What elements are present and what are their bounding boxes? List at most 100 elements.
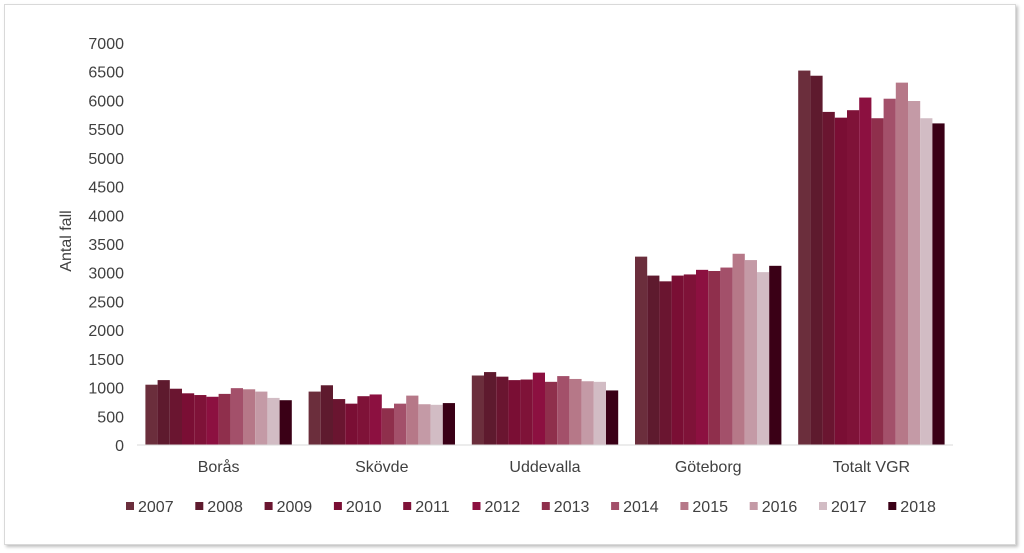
bar-2013-2 — [545, 381, 558, 445]
bar-2016-4 — [908, 101, 921, 445]
y-tick-label: 3000 — [88, 266, 124, 283]
legend-swatch — [749, 502, 758, 510]
bar-2010-2 — [508, 380, 521, 445]
legend-label: 2011 — [415, 499, 450, 516]
bar-2015-0 — [243, 389, 256, 445]
y-tick-label: 5000 — [88, 151, 124, 168]
bar-2009-2 — [496, 376, 509, 445]
bar-2010-3 — [671, 275, 684, 445]
bar-2014-2 — [557, 376, 570, 445]
legend-label: 2012 — [485, 499, 521, 516]
legend-swatch — [541, 502, 550, 510]
legend-swatch — [126, 502, 134, 510]
bar-2007-0 — [145, 384, 158, 445]
x-category-label: Borås — [198, 458, 240, 476]
bar-2011-3 — [683, 274, 696, 445]
bar-2010-4 — [834, 117, 847, 445]
bar-2007-2 — [471, 375, 484, 445]
bar-2012-0 — [206, 396, 219, 445]
bar-2018-2 — [606, 390, 619, 445]
y-tick-label: 4500 — [88, 180, 124, 197]
bar-2012-4 — [859, 97, 872, 445]
bar-2008-2 — [484, 372, 497, 445]
bar-2012-1 — [369, 394, 382, 445]
bar-chart: 0 500 1000 1500 2000 2500 3000 3500 4000 4500 5000… — [58, 36, 953, 516]
legend-swatch — [611, 502, 620, 510]
x-category-label: Uddevalla — [509, 459, 580, 476]
legend-swatch — [888, 502, 897, 510]
legend-label: 2009 — [277, 499, 313, 516]
legend-swatch — [680, 502, 689, 510]
bar-2012-2 — [532, 372, 545, 445]
legend-swatch — [333, 502, 342, 510]
bar-2012-3 — [696, 269, 709, 445]
bar-2011-2 — [520, 379, 533, 445]
bars — [145, 70, 945, 446]
bar-2015-1 — [406, 395, 419, 445]
bar-2013-3 — [708, 270, 721, 445]
bar-2015-3 — [732, 253, 745, 445]
bar-2008-4 — [810, 75, 823, 445]
x-category-label: Totalt VGR — [833, 459, 910, 476]
legend-swatch — [819, 502, 827, 510]
legend-label: 2014 — [623, 499, 659, 516]
y-tick-label: 5500 — [88, 122, 124, 139]
y-tick-label: 0 — [115, 438, 124, 455]
chart-frame: 0 500 1000 1500 2000 2500 3000 3500 4000 4500 5000… — [4, 4, 1016, 545]
bar-2014-1 — [394, 403, 407, 445]
legend-swatch — [195, 502, 204, 510]
y-tick-label: 7000 — [88, 36, 124, 53]
bar-2008-3 — [647, 275, 660, 445]
bar-2016-1 — [418, 404, 431, 445]
bar-2017-0 — [267, 397, 280, 445]
bar-2010-0 — [182, 393, 195, 445]
bar-2018-3 — [769, 265, 782, 445]
bar-2013-0 — [218, 393, 231, 445]
bar-2016-3 — [744, 260, 757, 445]
y-axis-title: Antal fall — [58, 210, 75, 271]
bar-2018-0 — [279, 400, 292, 445]
bar-2007-3 — [635, 256, 648, 445]
legend-label: 2010 — [346, 499, 382, 516]
bar-2011-1 — [357, 396, 370, 445]
legend: 2007 2008 2009 2010 2011 2012 2013 2014 2015 2016… — [126, 499, 936, 516]
bar-2016-2 — [581, 381, 594, 445]
y-tick-label: 1000 — [88, 381, 124, 398]
bar-2009-0 — [169, 388, 182, 445]
legend-label: 2008 — [207, 499, 243, 516]
bar-2013-4 — [871, 118, 884, 445]
legend-swatch — [264, 502, 273, 510]
legend-label: 2015 — [692, 499, 728, 516]
bar-2014-3 — [720, 267, 733, 445]
bar-2009-3 — [659, 281, 672, 445]
legend-label: 2017 — [831, 499, 867, 516]
bar-2014-0 — [230, 388, 243, 445]
bar-2009-4 — [822, 111, 835, 445]
x-category-label: Göteborg — [675, 459, 742, 476]
y-axis-ticks: 0 500 1000 1500 2000 2500 3000 3500 4000 4500 5000… — [88, 36, 124, 455]
bar-2017-2 — [593, 381, 606, 445]
bar-2018-1 — [442, 403, 455, 445]
legend-label: 2016 — [762, 499, 798, 516]
bar-2017-4 — [920, 118, 933, 445]
bar-2013-1 — [381, 408, 394, 445]
bar-2017-1 — [430, 404, 443, 445]
bar-2010-1 — [345, 403, 358, 445]
bar-2016-0 — [255, 391, 268, 445]
legend-swatch — [403, 502, 412, 510]
legend-label: 2007 — [138, 499, 174, 516]
bar-2009-1 — [333, 399, 346, 445]
y-tick-label: 500 — [97, 409, 124, 426]
y-tick-label: 1500 — [88, 352, 124, 369]
bar-2007-4 — [798, 70, 811, 445]
bar-2018-4 — [932, 123, 945, 446]
bar-2011-0 — [194, 395, 207, 445]
x-category-label: Skövde — [355, 459, 408, 476]
bar-2014-4 — [883, 98, 896, 446]
y-tick-label: 2000 — [88, 323, 124, 340]
bar-2007-1 — [308, 391, 321, 445]
bar-2011-4 — [847, 110, 860, 445]
bar-2015-2 — [569, 378, 582, 445]
y-tick-label: 3500 — [88, 237, 124, 254]
y-tick-label: 4000 — [88, 208, 124, 225]
